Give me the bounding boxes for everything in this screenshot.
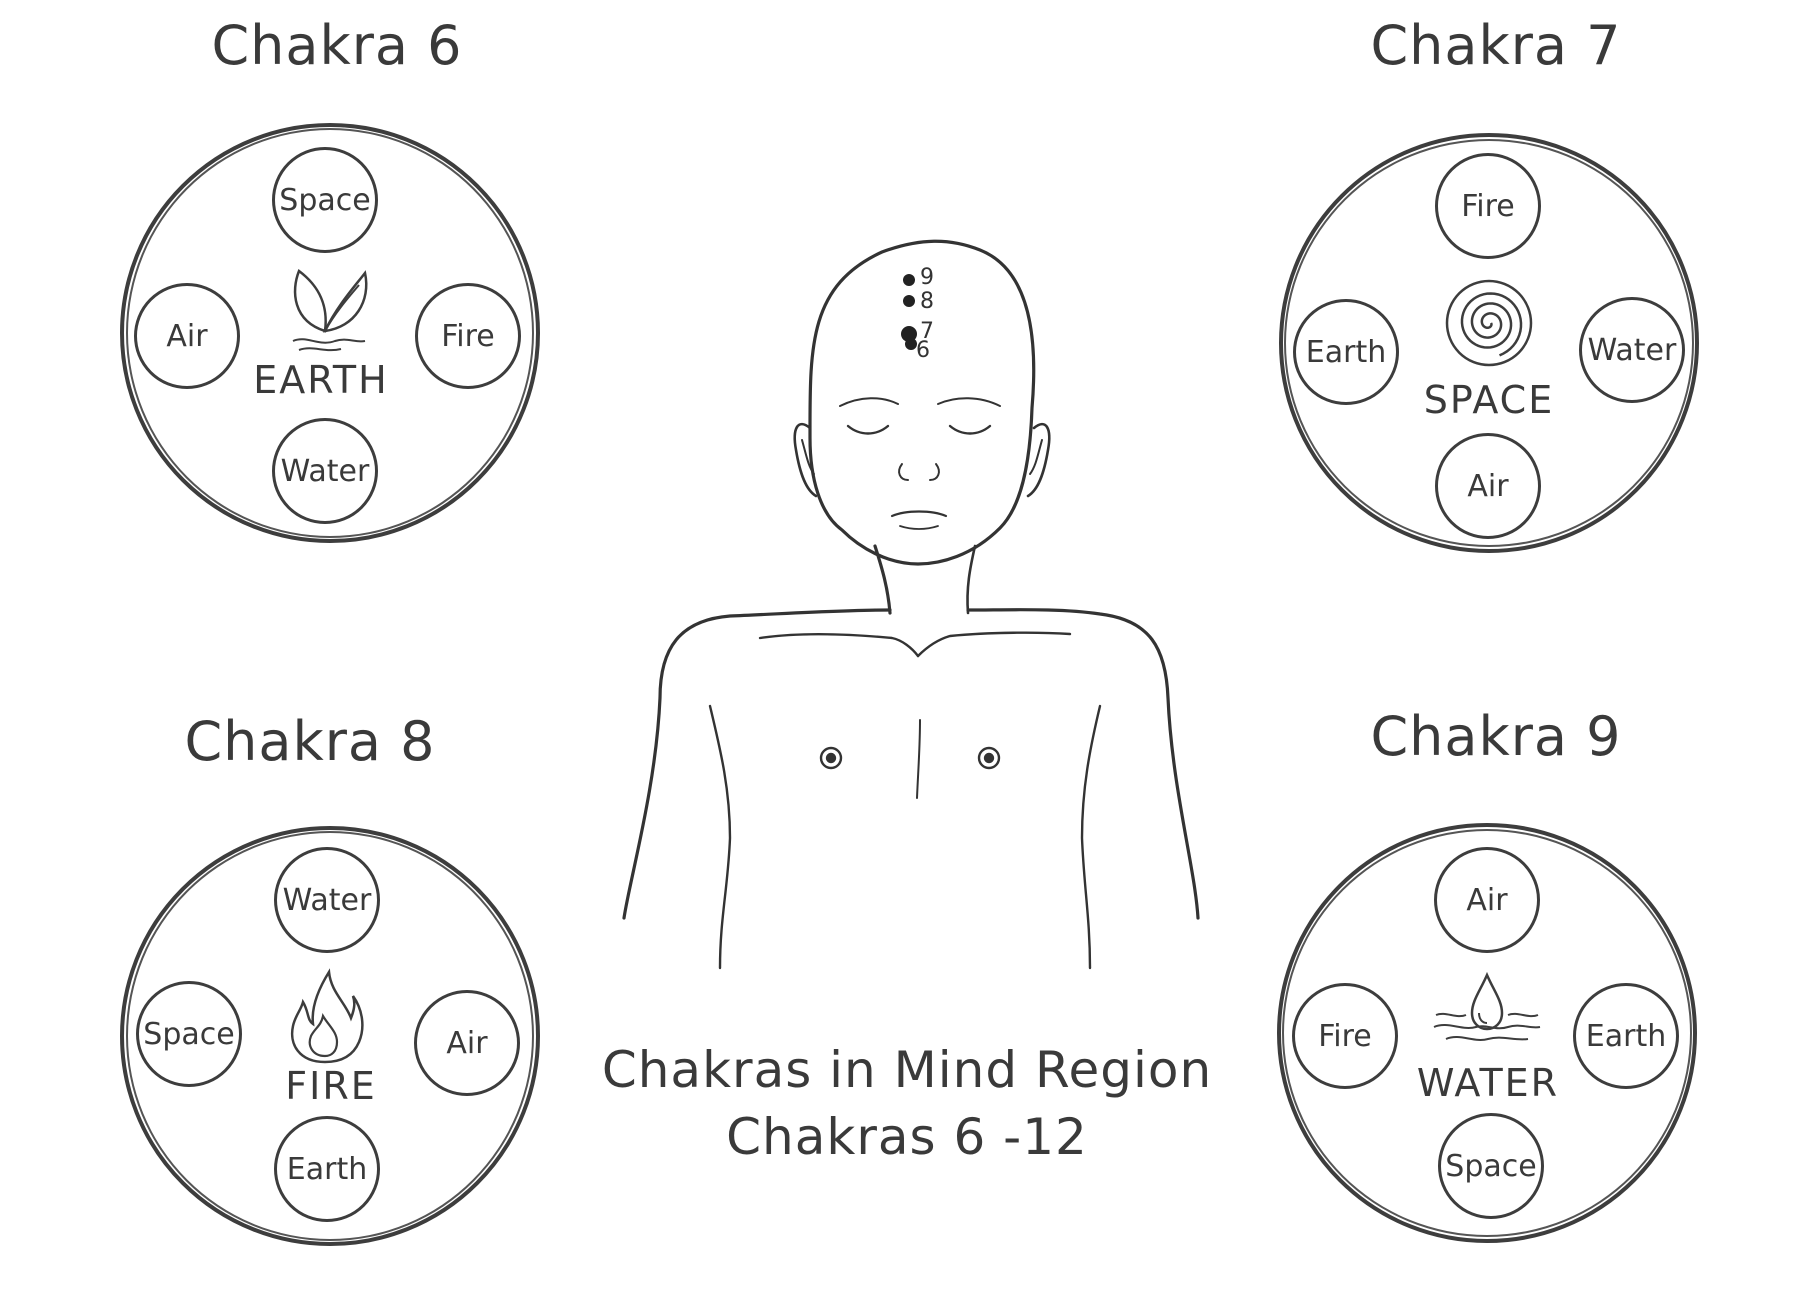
chakra-7-petal-bottom: Air (1435, 433, 1541, 539)
chakra-8-petal-left: Space (136, 981, 242, 1087)
chakra-9-center-label: WATER (1416, 1061, 1560, 1105)
chakra-8-petal-bottom: Earth (274, 1116, 380, 1222)
chakra-point-label-6: 6 (916, 338, 930, 363)
chakra-6-petal-right: Fire (415, 283, 521, 389)
chakra-7-petal-right: Water (1579, 297, 1685, 403)
chakra-point-7 (901, 326, 917, 342)
chakra-point-8 (903, 295, 915, 307)
chakra-7-title: Chakra 7 (1370, 14, 1622, 77)
human-figure-illustration: 9 8 7 6 (622, 239, 1200, 970)
chakra-6-wheel: Space Air Fire Water EARTH (120, 123, 540, 543)
chakra-9-petal-left: Fire (1292, 983, 1398, 1089)
chakra-point-label-8: 8 (920, 289, 934, 314)
leaf-icon (292, 269, 368, 352)
chakra-point-label-9: 9 (920, 265, 934, 290)
chakra-9-title: Chakra 9 (1370, 705, 1622, 768)
chakra-7-center-label: SPACE (1423, 378, 1555, 422)
chakra-point-9 (903, 274, 915, 286)
chakra-point-label-7: 7 (920, 319, 934, 344)
chakra-9-petal-right: Earth (1573, 983, 1679, 1089)
chakra-7-petal-left: Earth (1293, 299, 1399, 405)
chakra-9-petal-top: Air (1434, 847, 1540, 953)
chakra-point-6 (905, 338, 917, 350)
chakra-8-title: Chakra 8 (184, 710, 436, 773)
chakra-6-petal-top: Space (272, 147, 378, 253)
spiral-icon (1445, 279, 1533, 367)
chakra-9-wheel: Air Fire Earth Space WATER (1277, 823, 1697, 1243)
chakra-8-petal-right: Air (414, 990, 520, 1096)
chakra-8-center-label: FIRE (285, 1064, 377, 1108)
chakra-9-petal-bottom: Space (1438, 1113, 1544, 1219)
water-drop-icon (1433, 971, 1541, 1041)
chakra-7-wheel: Fire Earth Water Air SPACE (1279, 133, 1699, 553)
flame-icon (290, 968, 364, 1064)
chakra-6-petal-left: Air (134, 283, 240, 389)
caption-line-1: Chakras in Mind Region (601, 1041, 1213, 1099)
chakra-6-center-label: EARTH (253, 358, 389, 402)
chakra-7-petal-top: Fire (1435, 153, 1541, 259)
chakra-6-petal-bottom: Water (272, 418, 378, 524)
chakra-8-wheel: Water Space Air Earth FIRE (120, 826, 540, 1246)
caption-line-2: Chakras 6 -12 (726, 1108, 1088, 1166)
chakra-8-petal-top: Water (274, 847, 380, 953)
chakra-6-title: Chakra 6 (211, 14, 463, 77)
